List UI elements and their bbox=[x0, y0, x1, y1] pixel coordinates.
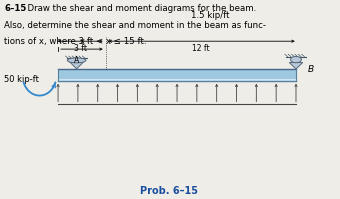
Polygon shape bbox=[289, 62, 303, 69]
Polygon shape bbox=[69, 61, 84, 69]
Circle shape bbox=[291, 57, 301, 63]
Text: B: B bbox=[308, 65, 314, 74]
Polygon shape bbox=[58, 70, 296, 79]
Text: Draw the shear and moment diagrams for the beam.: Draw the shear and moment diagrams for t… bbox=[22, 4, 256, 13]
Ellipse shape bbox=[67, 58, 86, 63]
Text: 3 ft: 3 ft bbox=[74, 44, 87, 53]
Text: x: x bbox=[79, 37, 84, 46]
Text: 12 ft: 12 ft bbox=[192, 44, 210, 53]
Polygon shape bbox=[58, 69, 296, 70]
Text: 50 kip-ft: 50 kip-ft bbox=[4, 75, 39, 84]
Text: 6–15: 6–15 bbox=[4, 4, 26, 13]
Polygon shape bbox=[58, 79, 296, 81]
Text: A: A bbox=[74, 56, 79, 65]
Text: tions of x, where 3 ft < x ≤ 15 ft.: tions of x, where 3 ft < x ≤ 15 ft. bbox=[4, 37, 147, 46]
Text: Prob. 6–15: Prob. 6–15 bbox=[140, 186, 199, 196]
Text: 1.5 kip/ft: 1.5 kip/ft bbox=[191, 12, 229, 20]
Text: Also, determine the shear and moment in the beam as func-: Also, determine the shear and moment in … bbox=[4, 21, 266, 30]
